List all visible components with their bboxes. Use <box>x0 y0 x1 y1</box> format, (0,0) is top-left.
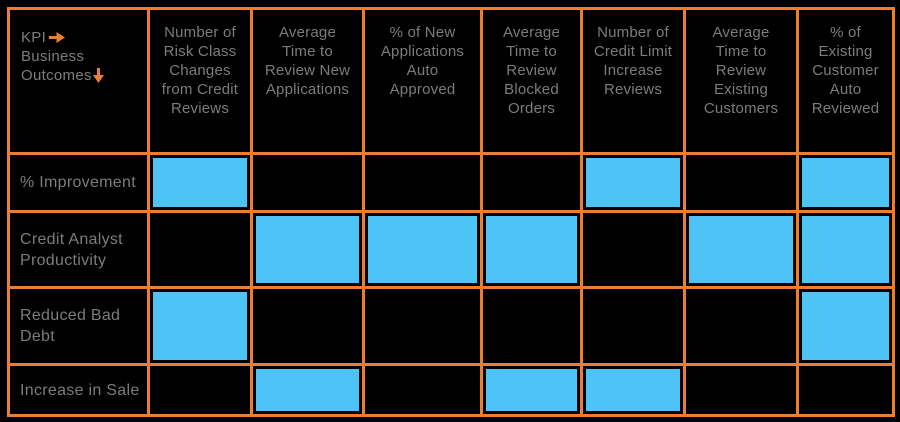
highlight-mark <box>368 158 477 207</box>
matrix-cell <box>799 213 892 286</box>
highlight-mark <box>368 369 477 411</box>
highlight-mark <box>586 158 680 207</box>
highlight-mark <box>486 369 577 411</box>
matrix-cell <box>365 366 480 414</box>
column-header-avg-time-existing-customers: Average Time to Review Existing Customer… <box>686 10 796 152</box>
highlight-mark <box>802 369 889 411</box>
matrix-cell <box>583 366 683 414</box>
highlight-mark <box>689 369 793 411</box>
right-arrow-icon <box>49 32 66 43</box>
highlight-mark <box>368 292 477 360</box>
matrix-cell <box>150 213 250 286</box>
outcomes-axis-line2: Outcomes <box>21 66 143 85</box>
corner-cell: KPI Business Outcomes <box>10 10 147 152</box>
matrix-cell <box>799 289 892 363</box>
matrix-cell <box>253 155 362 210</box>
column-header-pct-new-applications-auto-approved: % of New Applications Auto Approved <box>365 10 480 152</box>
highlight-mark <box>486 216 577 283</box>
highlight-mark <box>153 292 247 360</box>
matrix-cell <box>365 213 480 286</box>
matrix-cell <box>583 155 683 210</box>
row-label-increase-in-sale: Increase in Sale <box>10 366 147 414</box>
highlight-mark <box>586 292 680 360</box>
matrix-cell <box>483 213 580 286</box>
kpi-axis-line: KPI <box>21 28 143 47</box>
matrix-cell <box>150 155 250 210</box>
column-header-risk-class-changes: Number of Risk Class Changes from Credit… <box>150 10 250 152</box>
matrix-cell <box>365 289 480 363</box>
matrix-cell <box>253 289 362 363</box>
matrix-cell <box>799 366 892 414</box>
matrix-cell <box>686 366 796 414</box>
kpi-axis-label: KPI <box>21 29 47 46</box>
matrix-cell <box>583 289 683 363</box>
highlight-mark <box>256 158 359 207</box>
row-label-credit-analyst-productivity: Credit Analyst Productivity <box>10 213 147 286</box>
row-label-improvement: % Improvement <box>10 155 147 210</box>
highlight-mark <box>689 158 793 207</box>
matrix-cell <box>583 213 683 286</box>
highlight-mark <box>486 292 577 360</box>
highlight-mark <box>689 216 793 283</box>
business-label: Business <box>21 48 85 65</box>
matrix-cell <box>483 366 580 414</box>
matrix-cell <box>686 155 796 210</box>
matrix-cell <box>686 213 796 286</box>
matrix-cell <box>365 155 480 210</box>
matrix-cell <box>150 366 250 414</box>
highlight-mark <box>368 216 477 283</box>
outcomes-label: Outcomes <box>21 67 92 84</box>
column-header-avg-time-blocked-orders: Average Time to Review Blocked Orders <box>483 10 580 152</box>
matrix-cell <box>150 289 250 363</box>
kpi-outcomes-table: KPI Business Outcomes Number of Risk Cla… <box>7 7 895 417</box>
outcomes-axis-line1: Business <box>21 47 143 66</box>
column-header-credit-limit-increase-reviews: Number of Credit Limit Increase Reviews <box>583 10 683 152</box>
down-arrow-icon <box>92 68 104 83</box>
matrix-cell <box>483 155 580 210</box>
column-header-avg-time-new-applications: Average Time to Review New Applications <box>253 10 362 152</box>
highlight-mark <box>256 369 359 411</box>
matrix-cell <box>483 289 580 363</box>
highlight-mark <box>153 158 247 207</box>
highlight-mark <box>802 216 889 283</box>
column-header-pct-existing-customer-auto-reviewed: % of Existing Customer Auto Reviewed <box>799 10 892 152</box>
matrix-cell <box>686 289 796 363</box>
highlight-mark <box>586 369 680 411</box>
highlight-mark <box>802 292 889 360</box>
highlight-mark <box>153 369 247 411</box>
matrix-cell <box>799 155 892 210</box>
highlight-mark <box>256 292 359 360</box>
matrix-cell <box>253 213 362 286</box>
highlight-mark <box>256 216 359 283</box>
highlight-mark <box>689 292 793 360</box>
highlight-mark <box>153 216 247 283</box>
highlight-mark <box>486 158 577 207</box>
matrix-cell <box>253 366 362 414</box>
row-label-reduced-bad-debt: Reduced Bad Debt <box>10 289 147 363</box>
highlight-mark <box>802 158 889 207</box>
highlight-mark <box>586 216 680 283</box>
